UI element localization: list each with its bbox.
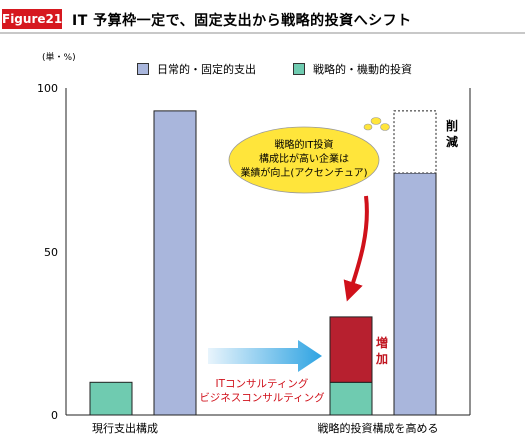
bar-target-increase	[329, 316, 373, 383]
legend-swatch-fixed	[137, 63, 149, 75]
chart-title: IT 予算枠一定で、固定支出から戦略的投資へシフト	[72, 13, 412, 29]
y-tick-label: 100	[37, 82, 58, 95]
x-tick-label: 戦略的投資構成を高める	[318, 421, 439, 435]
increase-label-char-1: 増	[376, 335, 388, 350]
increase-label-char-2: 加	[375, 351, 388, 366]
blue-arrow	[208, 340, 322, 372]
bar-current-fixed	[153, 110, 197, 416]
callout-dot	[370, 117, 382, 125]
legend-item-fixed: 日常的・固定的支出	[137, 62, 256, 76]
callout-dot	[363, 123, 373, 131]
unit-label: (単・%)	[42, 53, 76, 63]
callout-text-line: 戦略的IT投資	[274, 138, 333, 151]
red-arrow	[343, 195, 369, 302]
bar-target-strategic	[329, 381, 373, 416]
legend-label-fixed: 日常的・固定的支出	[157, 63, 256, 76]
figure-label: Figure21	[2, 9, 62, 29]
y-tick-label: 0	[51, 409, 58, 422]
title-rule	[0, 32, 525, 34]
reduced-label-char-1: 削	[446, 118, 458, 133]
arrow-text-line: ビジネスコンサルティング	[199, 391, 325, 404]
x-tick-label: 現行支出構成	[92, 421, 158, 435]
legend-label-strategic: 戦略的・機動的投資	[313, 63, 412, 76]
y-tick-label: 50	[44, 246, 58, 259]
callout-text-line: 構成比が高い企業は	[259, 152, 349, 165]
bar-target-reduced	[393, 110, 437, 174]
legend-item-strategic: 戦略的・機動的投資	[293, 62, 412, 76]
callout-bubble	[228, 126, 380, 194]
callout-text-line: 業績が向上(アクセンチュア)	[240, 166, 367, 179]
arrow-text-line: ITコンサルティング	[216, 377, 309, 390]
callout-dot	[380, 123, 390, 131]
bar-current-strategic	[89, 381, 133, 416]
legend-swatch-strategic	[293, 63, 305, 75]
bar-target-fixed	[393, 172, 437, 416]
reduced-label-char-2: 減	[446, 134, 458, 149]
